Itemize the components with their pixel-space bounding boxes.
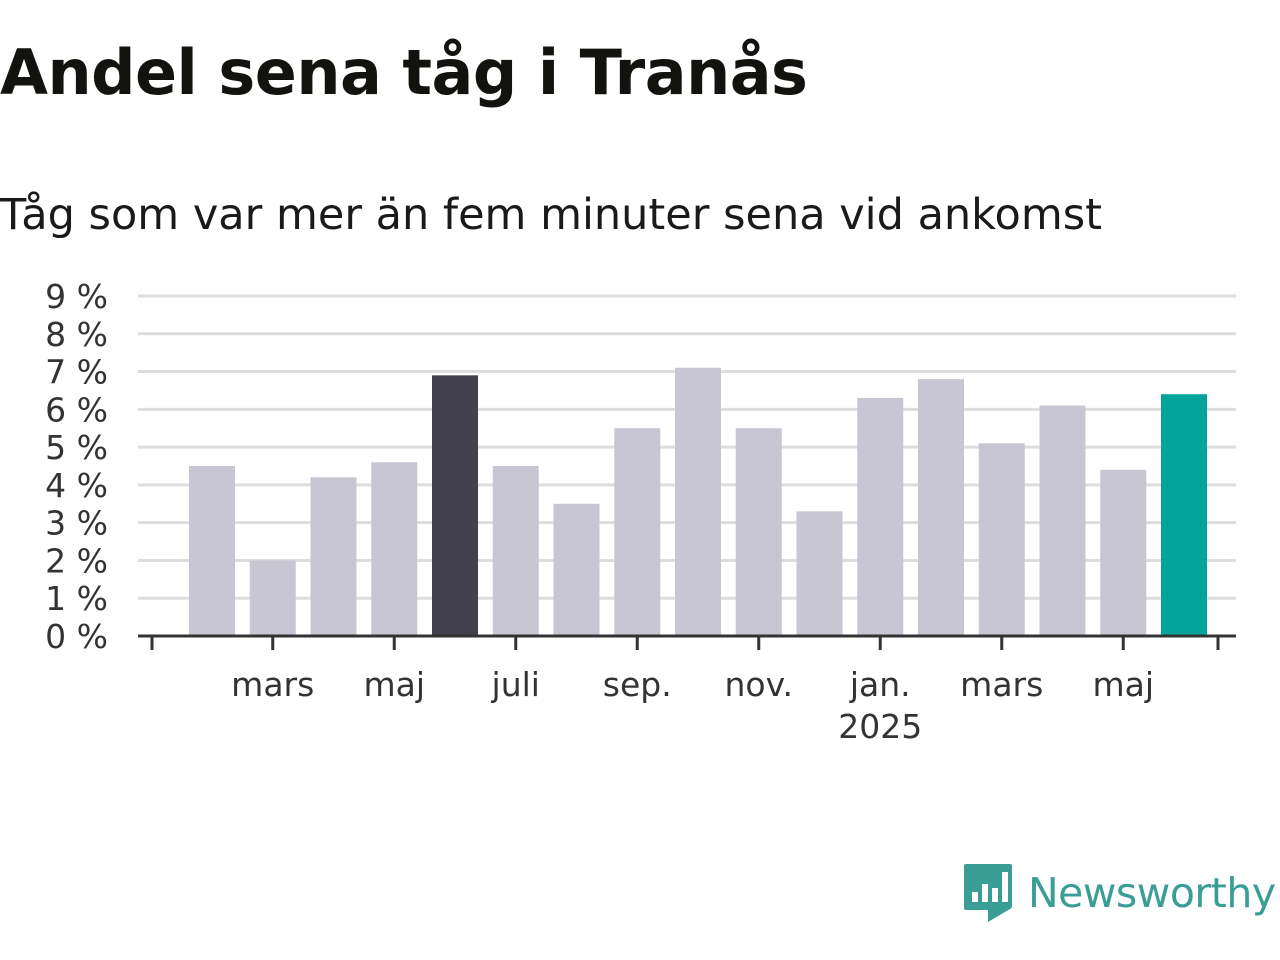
bar xyxy=(614,428,661,636)
newsworthy-logo[interactable]: Newsworthy xyxy=(962,862,1276,924)
y-axis-labels: 0 %1 %2 %3 %4 %5 %6 %7 %8 %9 % xyxy=(45,277,108,656)
x-tick-label: nov. xyxy=(724,665,793,704)
x-tick-label: maj xyxy=(1092,665,1154,704)
bar xyxy=(675,367,721,636)
bar xyxy=(432,375,478,636)
bar xyxy=(1039,405,1086,636)
bar xyxy=(492,466,539,636)
newsworthy-logo-icon xyxy=(964,864,1012,922)
x-tick-label: maj xyxy=(363,665,425,704)
x-tick-label: mars xyxy=(960,665,1043,704)
x-tick-label: mars xyxy=(231,665,314,704)
bar xyxy=(371,462,418,636)
y-tick-label: 4 % xyxy=(45,466,108,505)
bar xyxy=(553,503,600,636)
chart-title: Andel sena tåg i Tranås xyxy=(0,36,808,109)
bar xyxy=(310,477,357,636)
y-tick-label: 8 % xyxy=(45,315,108,354)
x-tick-label: jan. 2025 xyxy=(838,665,922,746)
y-tick-label: 2 % xyxy=(45,541,108,580)
bar xyxy=(735,428,782,636)
y-tick-label: 6 % xyxy=(45,390,108,429)
y-tick-label: 3 % xyxy=(45,504,108,543)
bars xyxy=(189,367,1207,636)
y-tick-label: 5 % xyxy=(45,428,108,467)
bar xyxy=(249,560,296,636)
bar xyxy=(796,511,843,636)
brand-name: Newsworthy xyxy=(1028,869,1276,917)
y-tick-label: 1 % xyxy=(45,579,108,618)
bar xyxy=(1161,394,1207,636)
x-tick-label: juli xyxy=(491,665,540,704)
bar xyxy=(857,398,904,636)
bar xyxy=(1100,469,1147,636)
y-tick-label: 0 % xyxy=(45,617,108,656)
bar xyxy=(189,466,235,636)
y-tick-label: 9 % xyxy=(45,277,108,316)
bar xyxy=(918,379,964,636)
chart-subtitle: Tåg som var mer än fem minuter sena vid … xyxy=(0,190,1103,240)
bar xyxy=(978,443,1025,636)
y-tick-label: 7 % xyxy=(45,353,108,392)
x-tick-label: sep. xyxy=(603,665,672,704)
x-axis: mars maj juli sep. nov. jan. 2025 mars maj xyxy=(138,634,1236,746)
